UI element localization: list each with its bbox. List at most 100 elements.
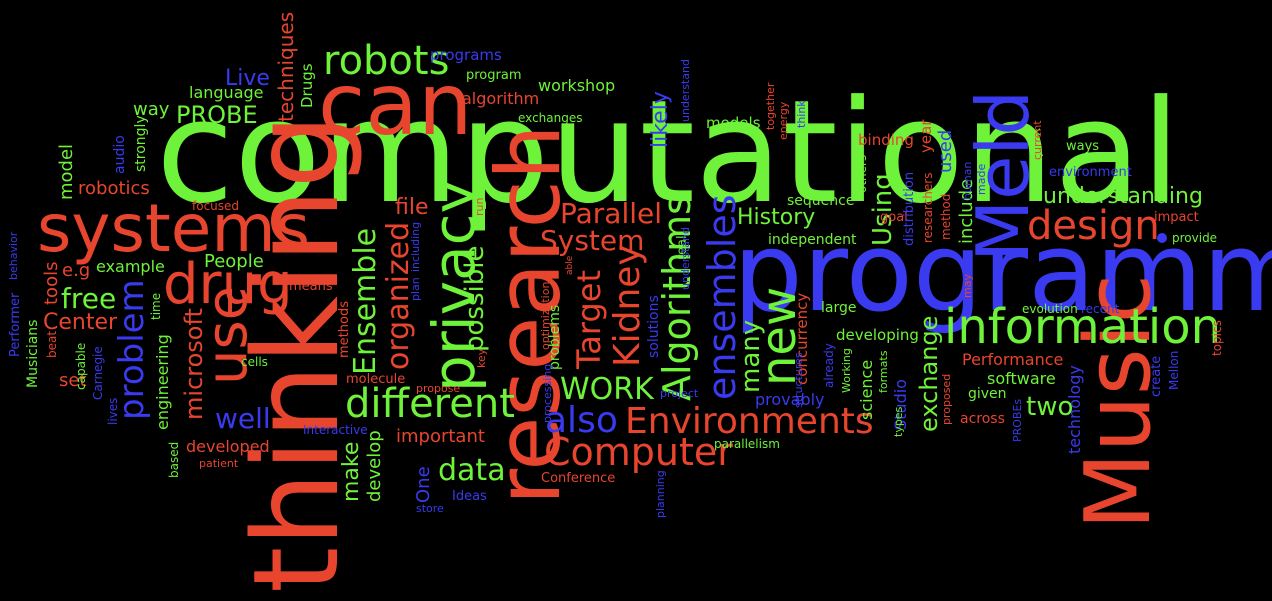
word-capable: capable [74, 342, 88, 390]
word-distribution: distribution [902, 171, 917, 246]
word-techniques: techniques [274, 11, 298, 122]
word-solutions: solutions [646, 295, 662, 358]
word-people: People [204, 251, 264, 272]
word-current: current [1031, 120, 1044, 160]
word-robots: robots [323, 38, 450, 84]
word-mellon: Mellon [1167, 350, 1181, 390]
word-independent: independent [768, 232, 857, 248]
word-evolution: evolution [1022, 302, 1078, 316]
word-molecule: molecule [346, 372, 406, 387]
word-eg: e.g [62, 260, 91, 281]
word-able: able [565, 255, 575, 275]
word-developed: developed [186, 437, 270, 456]
word-beat: beat [45, 330, 59, 358]
word-others: others [855, 154, 869, 193]
word-including: including [409, 221, 422, 272]
word-run: run [473, 197, 486, 216]
word-system: System [540, 224, 645, 257]
word-also: also [545, 400, 618, 441]
word-think: think [795, 100, 808, 128]
word-likely: likely [648, 91, 673, 148]
word-patient: patient [199, 457, 239, 470]
word-exchanges: exchanges [518, 111, 583, 125]
word-cells: cells [241, 355, 268, 369]
word-can: can [318, 55, 473, 155]
word-environment: environment [1049, 165, 1132, 180]
word-example: example [96, 257, 165, 276]
word-ways: ways [1066, 139, 1100, 154]
word-year: year [917, 119, 935, 153]
word-methods: methods [337, 301, 352, 358]
word-structures: structures [792, 352, 805, 408]
word-free: free [61, 282, 117, 315]
word-drugs: Drugs [298, 63, 316, 108]
word-performer: Performer [8, 292, 23, 357]
word-impact: impact [1154, 210, 1199, 225]
word-work: WORK [560, 372, 654, 407]
word-target: Target [570, 270, 608, 369]
word-focused: focused [192, 199, 240, 213]
word-workshop: workshop [538, 76, 616, 95]
word-project: project [660, 387, 699, 400]
word-proposed: proposed [940, 373, 953, 425]
word-engineering: engineering [153, 334, 172, 430]
word-types: types [892, 406, 905, 437]
word-important: important [396, 426, 485, 447]
word-together: together [764, 82, 777, 130]
word-audio: audio [112, 135, 128, 174]
word-carnegie: Carnegie [91, 346, 105, 400]
word-time: time [149, 292, 163, 320]
word-microsoft: microsoft [180, 308, 208, 420]
word-parallelism: parallelism [714, 437, 780, 451]
word-environments: Environments [625, 401, 874, 442]
word-planning: planning [654, 470, 667, 518]
word-large: large [821, 300, 857, 316]
word-programs: programs [430, 46, 502, 64]
word-sequence: sequence [787, 193, 855, 209]
word-processing: processing [541, 363, 554, 423]
word-well: well [215, 402, 271, 435]
word-working: Working [840, 348, 853, 393]
word-problem: problem [112, 279, 152, 420]
word-ensemble: Ensemble [348, 227, 383, 375]
word-systems: systems [37, 190, 310, 267]
word-algorithms: Algorithms [655, 195, 699, 401]
bullet-dot [1157, 233, 1167, 243]
word-key: key [475, 348, 488, 368]
word-technology: technology [1065, 365, 1084, 454]
word-method: method [939, 193, 953, 240]
word-algorithm: algorithm [462, 89, 540, 108]
word-made: made [975, 163, 988, 195]
word-musicians: Musicians [25, 319, 41, 388]
word-means: means [289, 279, 333, 294]
word-propose: propose [416, 382, 461, 395]
word-tools: tools [41, 261, 62, 305]
word-parallel: Parallel [560, 197, 663, 230]
word-interactive: Interactive [303, 423, 368, 437]
word-software: software [987, 369, 1056, 388]
word-computer: Computer [544, 430, 733, 474]
word-understanding: understanding [1043, 184, 1203, 209]
word-set: set [59, 370, 87, 391]
word-developing: developing [836, 326, 919, 344]
word-live: Live [225, 66, 270, 91]
word-optimization: optimization [539, 281, 552, 350]
word-used: used [935, 129, 956, 173]
word-drug: drug [163, 252, 293, 317]
word-create: create [1149, 355, 1164, 397]
word-model: model [56, 143, 77, 200]
word-many: many [736, 319, 766, 393]
word-ideas: Ideas [452, 489, 487, 504]
word-performance: Performance [962, 350, 1064, 369]
word-way: way [133, 99, 170, 120]
word-kidney: Kidney [607, 244, 648, 367]
word-binding: binding [858, 131, 914, 149]
word-information: information [944, 299, 1222, 355]
word-probe: PROBE [176, 101, 258, 129]
word-program: program [466, 68, 522, 83]
word-possible: possible [460, 245, 490, 352]
word-computational: computational [156, 70, 1181, 235]
word-design: design [1027, 203, 1160, 249]
word-models: models [706, 114, 761, 132]
word-history: History [737, 205, 816, 230]
